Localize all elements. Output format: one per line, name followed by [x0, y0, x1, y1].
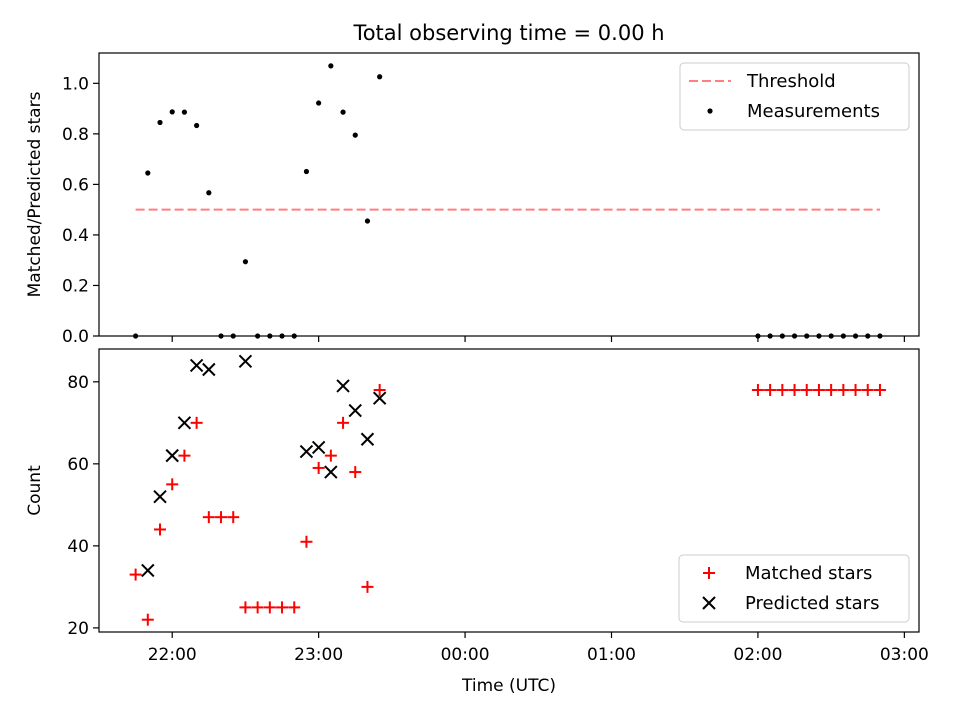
y-tick-label: 60	[67, 455, 89, 475]
predicted-stars-point	[372, 391, 387, 405]
legend-measurements-label: Measurements	[747, 101, 880, 122]
bottom-plot-frame	[98, 348, 920, 633]
predicted-stars-point	[324, 465, 338, 479]
measurements-point	[303, 168, 310, 175]
x-tick-label: 02:00	[733, 645, 782, 665]
legend-matched-swatch	[703, 567, 715, 579]
matched-stars-point	[764, 384, 777, 397]
measurements-point	[206, 190, 212, 196]
bottom-legend: Matched stars Predicted stars	[678, 554, 910, 623]
legend-predicted-swatch	[702, 596, 716, 610]
matched-stars-point	[166, 478, 179, 491]
top-legend-box	[679, 62, 910, 131]
legend-matched-label: Matched stars	[745, 563, 872, 584]
matched-stars-point	[788, 384, 801, 397]
matched-stars-point	[349, 466, 362, 479]
matched-stars-point	[239, 601, 252, 614]
measurements-point	[352, 132, 358, 138]
measurements-point	[316, 100, 322, 106]
predicted-stars-point	[141, 563, 155, 578]
legend-measurements-swatch	[707, 108, 713, 114]
predicted-stars-point	[177, 416, 192, 430]
matched-stars-point	[154, 523, 167, 536]
y-tick-label: 0.6	[62, 175, 89, 195]
top-panel: 0.0 0.2 0.4 0.6 0.8 1.0 Matched/Predicted sta…	[25, 52, 920, 347]
top-y-axis-label: Matched/Predicted stars	[25, 91, 45, 297]
measurements-point	[181, 109, 188, 115]
matched-stars-point	[812, 384, 825, 397]
y-tick-label: 20	[67, 619, 89, 639]
measurements-point	[340, 109, 346, 115]
matched-stars-point	[873, 384, 886, 397]
top-plot-frame	[98, 52, 920, 337]
matched-stars-point	[837, 384, 850, 397]
measurements-point	[377, 74, 383, 80]
matched-stars-point	[776, 384, 789, 397]
matched-stars-point	[324, 449, 337, 462]
y-tick-label: 40	[67, 537, 89, 557]
x-tick-label: 03:00	[880, 645, 929, 665]
matched-stars-point	[276, 601, 289, 614]
matched-stars-point	[861, 384, 874, 397]
x-tick-label: 23:00	[294, 645, 343, 665]
x-tick-label: 01:00	[587, 645, 636, 665]
predicted-stars-point	[299, 444, 314, 459]
matched-stars-point	[361, 580, 374, 593]
y-tick-label: 0.0	[62, 327, 89, 347]
matched-stars-point	[202, 511, 215, 524]
matched-stars-point	[373, 384, 386, 397]
measurements-point	[194, 122, 200, 129]
y-tick-label: 0.4	[62, 226, 89, 246]
bottom-legend-box	[678, 554, 910, 623]
legend-predicted-label: Predicted stars	[745, 593, 879, 614]
y-tick-label: 0.2	[62, 276, 89, 296]
chart-title: Total observing time = 0.00 h	[352, 21, 664, 45]
predicted-stars-point	[311, 440, 326, 455]
measurements-point	[242, 259, 249, 265]
predicted-stars-point	[189, 358, 204, 373]
predicted-stars-point	[153, 489, 167, 504]
matched-stars-point	[215, 511, 228, 524]
predicted-stars-point	[360, 432, 375, 446]
measurements-point	[364, 218, 371, 224]
y-tick-label: 0.8	[62, 125, 89, 145]
y-tick-label: 80	[67, 373, 89, 393]
x-tick-label: 22:00	[148, 645, 197, 665]
matched-stars-point	[263, 601, 276, 614]
predicted-stars-point	[165, 448, 179, 463]
matched-stars-point	[751, 384, 764, 397]
matched-stars-point	[849, 384, 862, 397]
matched-stars-point	[178, 449, 191, 462]
matched-stars-point	[141, 613, 154, 626]
measurements-point	[145, 170, 151, 176]
matched-stars-point	[337, 416, 350, 429]
x-tick-label: 00:00	[441, 645, 490, 665]
matched-stars-point	[251, 601, 264, 614]
bottom-y-axis-label: Count	[25, 465, 45, 516]
predicted-stars-point	[238, 354, 253, 369]
top-legend: Threshold Measurements	[679, 62, 910, 131]
legend-threshold-label: Threshold	[746, 71, 836, 92]
matched-stars-point	[312, 461, 325, 474]
x-axis-label: Time (UTC)	[461, 676, 556, 696]
y-tick-label: 1.0	[62, 74, 89, 94]
predicted-stars-point	[348, 403, 362, 418]
measurements-point	[157, 119, 163, 126]
measurements-point	[169, 109, 175, 115]
matched-stars-point	[227, 511, 240, 524]
matched-stars-point	[288, 601, 301, 614]
measurements-point	[328, 63, 334, 69]
predicted-stars-point	[202, 362, 216, 377]
matched-stars-point	[300, 535, 313, 548]
matched-stars-point	[800, 384, 813, 397]
matched-stars-point	[129, 568, 142, 581]
predicted-stars-point	[336, 379, 350, 393]
matched-stars-point	[825, 384, 838, 397]
matched-stars-point	[190, 416, 203, 429]
